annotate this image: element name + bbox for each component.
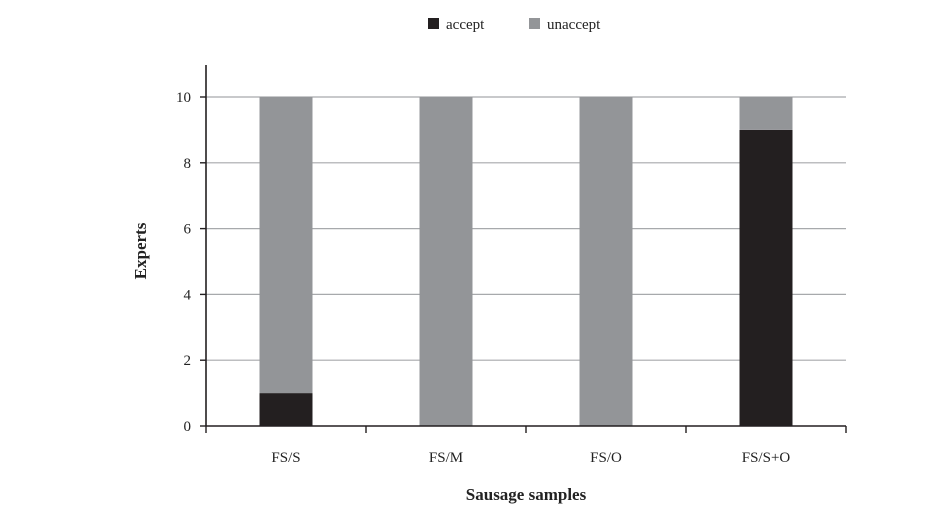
legend-label-accept: accept [446,17,485,33]
gridlines [206,96,846,361]
y-tick-label: 6 [184,222,192,238]
y-tick-label: 8 [184,156,192,172]
y-axis-title: Experts [131,222,150,279]
x-axis-title: Sausage samples [466,485,587,504]
legend: accept unaccept [428,17,601,33]
bars [259,97,793,426]
legend-label-unaccept: unaccept [547,17,601,33]
y-tick-label: 4 [184,287,192,303]
bar-unaccept-fs-o [579,97,633,426]
legend-swatch-unaccept [529,18,540,29]
y-tick-label: 2 [184,353,192,369]
x-tick-label: FS/S+O [742,450,791,466]
legend-swatch-accept [428,18,439,29]
y-tick-label: 0 [184,419,192,435]
x-tick-label: FS/M [429,450,463,466]
axes [200,65,847,433]
bar-accept-fs-s [259,393,313,426]
y-tick-labels: 0 2 4 6 8 10 [176,90,192,435]
x-tick-label: FS/O [590,450,622,466]
x-tick-labels: FS/S FS/M FS/O FS/S+O [271,450,790,466]
bar-unaccept-fs-s-o [739,97,793,130]
bar-unaccept-fs-s [259,97,313,394]
y-tick-label: 10 [176,90,191,106]
bar-unaccept-fs-m [419,97,473,426]
x-tick-label: FS/S [271,450,300,466]
bar-accept-fs-s-o [739,129,793,426]
